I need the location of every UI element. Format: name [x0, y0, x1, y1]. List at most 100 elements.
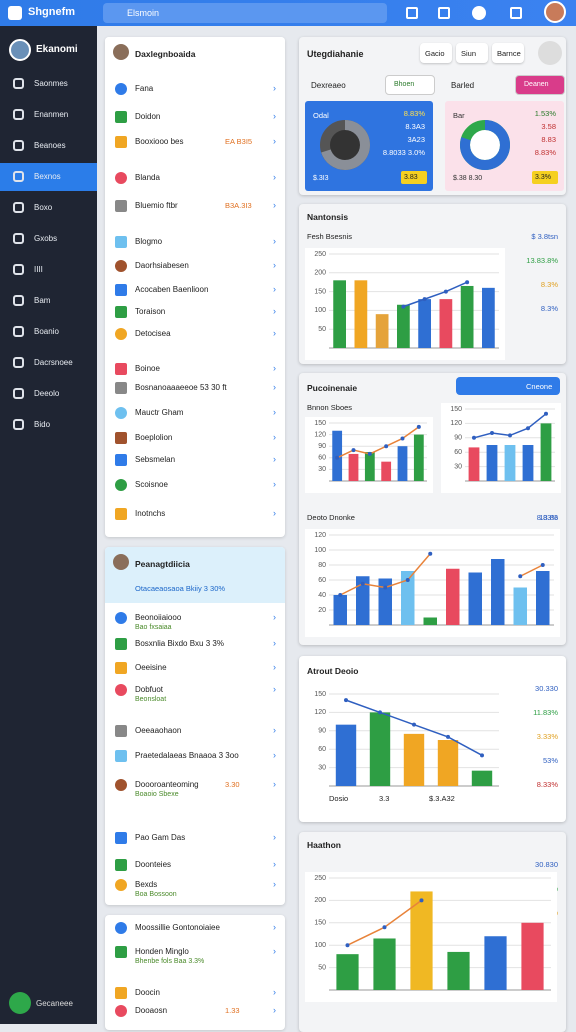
- list-item[interactable]: Boeplolion ›: [105, 429, 285, 447]
- list-header: Peanagtdiicia: [135, 559, 190, 569]
- list-item[interactable]: Inotnchs ›: [105, 505, 285, 523]
- menu-item[interactable]: Deeolo: [0, 380, 97, 408]
- menu-item[interactable]: Bam: [0, 287, 97, 315]
- menu-item[interactable]: Gxobs: [0, 225, 97, 253]
- list-item[interactable]: Bosxnlia Bixdo Bxu 3 3% ›: [105, 635, 285, 653]
- list-item[interactable]: Oeeisine ›: [105, 659, 285, 677]
- list-item[interactable]: Toraison ›: [105, 303, 285, 321]
- button[interactable]: Cneone: [456, 377, 560, 395]
- y-tick-label: 200: [314, 270, 326, 277]
- trend-point: [416, 424, 421, 429]
- item-title: Boinoe: [135, 364, 160, 373]
- close-button[interactable]: [538, 41, 562, 65]
- list-item[interactable]: Daorhsiabesen ›: [105, 257, 285, 275]
- chart-card: Atrout Deoio 30.330 11.83% 3.33% 53% 8.33% 30 6…: [299, 656, 566, 822]
- chart: 30 60 90 120 150: [305, 688, 505, 798]
- list-item[interactable]: Oeeaaohaon ›: [105, 722, 285, 740]
- chevron: ›: [273, 479, 276, 489]
- y-tick-label: 100: [314, 547, 326, 554]
- menu-item[interactable]: Dacrsnoee: [0, 349, 97, 377]
- list-item[interactable]: Honden Minglo Bhenbe fols Baa 3.3% ›: [105, 943, 285, 969]
- list-item[interactable]: Dooaosn 1.33 ›: [105, 1002, 285, 1020]
- list-item[interactable]: Doooroanteoming Boaoio Sbexe 3.30 ›: [105, 776, 285, 802]
- trend-point: [446, 734, 450, 739]
- list-item[interactable]: Bluemio ftbr B3A.3I3 ›: [105, 197, 285, 215]
- chart-card: Nantonsis Fesh Bsesnis $ 3.8tsn 13.83.8% 8.3…: [299, 204, 566, 364]
- bar: [375, 314, 389, 348]
- item-sub: Boaoio Sbexe: [135, 791, 179, 798]
- list-subheader: Otacaeaosaoa Bkiiy 3 30%: [135, 584, 226, 593]
- stat: 11.83%: [533, 708, 558, 717]
- item-icon: [115, 284, 127, 296]
- list-item[interactable]: Doonteies ›: [105, 856, 285, 874]
- list-item[interactable]: Sebsmelan ›: [105, 451, 285, 469]
- pill[interactable]: Bhoen: [385, 75, 435, 95]
- card-title: Utegdiahanie: [307, 49, 364, 59]
- list-item[interactable]: Blogmo ›: [105, 233, 285, 251]
- button[interactable]: Siun: [456, 43, 488, 63]
- item-icon: [115, 832, 127, 844]
- menu-item[interactable]: Bexnos: [0, 163, 97, 191]
- pill[interactable]: Deanen: [515, 75, 565, 95]
- item-title: Bluemio ftbr: [135, 201, 178, 210]
- menu-item[interactable]: Bido: [0, 411, 97, 439]
- item-icon: [115, 725, 127, 737]
- chevron: ›: [273, 111, 276, 121]
- menu-item[interactable]: Boxo: [0, 194, 97, 222]
- menu-icon: [13, 109, 24, 120]
- item-icon: [115, 479, 127, 491]
- search-box[interactable]: Elsmoin: [103, 3, 387, 23]
- list-item[interactable]: Detocisea ›: [105, 325, 285, 343]
- list-item[interactable]: Doidon ›: [105, 108, 285, 126]
- trend-point: [344, 698, 348, 703]
- item-title: Doooroanteoming: [135, 780, 199, 789]
- menu-icon: [13, 419, 24, 430]
- icon[interactable]: [510, 7, 522, 19]
- list-item[interactable]: Acocaben Baenlioon ›: [105, 281, 285, 299]
- list-item[interactable]: Bosnanoaaaeeoe 53 30 ft ›: [105, 379, 285, 397]
- list-item[interactable]: Mauctr Gham ›: [105, 404, 285, 422]
- y-tick-label: 60: [318, 577, 326, 584]
- trend-point: [335, 455, 340, 460]
- y-tick-label: 150: [314, 288, 326, 295]
- trend-point: [345, 943, 350, 948]
- y-tick-label: 150: [450, 406, 462, 413]
- chevron: ›: [273, 1005, 276, 1015]
- y-tick-label: 120: [314, 532, 326, 539]
- chevron: ›: [273, 382, 276, 392]
- bar: [536, 571, 550, 625]
- menu-icon: [13, 202, 24, 213]
- button[interactable]: Gacio: [420, 43, 452, 63]
- menu-item[interactable]: IIII: [0, 256, 97, 284]
- menu-item[interactable]: Enanmen: [0, 101, 97, 129]
- bar: [482, 287, 495, 348]
- icon[interactable]: [406, 7, 418, 19]
- stat: 8.3%: [540, 304, 558, 313]
- list-item[interactable]: Fana ›: [105, 80, 285, 98]
- icon[interactable]: [438, 7, 450, 19]
- icon[interactable]: [472, 6, 486, 20]
- list-item[interactable]: Doocin ›: [105, 984, 285, 1002]
- chevron: ›: [273, 407, 276, 417]
- list-item[interactable]: Moossillie Gontonoiaiee ›: [105, 919, 285, 937]
- list-item[interactable]: Blanda ›: [105, 169, 285, 187]
- list-item[interactable]: Bexds Boa Bossoon ›: [105, 876, 285, 902]
- item-title: Dobfuot: [135, 685, 164, 694]
- menu-item[interactable]: Beanoes: [0, 132, 97, 160]
- avatar[interactable]: [544, 1, 566, 23]
- item-tag: EA B3I5: [225, 137, 253, 146]
- button[interactable]: Barnce: [492, 43, 524, 63]
- menu-item[interactable]: Saonmes: [0, 70, 97, 98]
- list-item[interactable]: Boinoe ›: [105, 360, 285, 378]
- list-item[interactable]: Praetedalaeas Bnaaoa 3 3oo ›: [105, 747, 285, 765]
- list-item[interactable]: Booxiooo bes EA B3I5 ›: [105, 133, 285, 151]
- list-item[interactable]: Scoisnoe ›: [105, 476, 285, 494]
- chart-footer: $.3.A32: [429, 794, 455, 803]
- list-item[interactable]: Beonoiiaiooo Bao fxsaiaa ›: [105, 609, 285, 635]
- list-item[interactable]: Pao Gam Das ›: [105, 829, 285, 847]
- menu-item[interactable]: Boanio: [0, 318, 97, 346]
- bar: [413, 434, 424, 481]
- chart: 50 100 150 200 250: [305, 872, 557, 1002]
- item-icon: [115, 432, 127, 444]
- list-item[interactable]: Dobfuot Beonsloat ›: [105, 681, 285, 707]
